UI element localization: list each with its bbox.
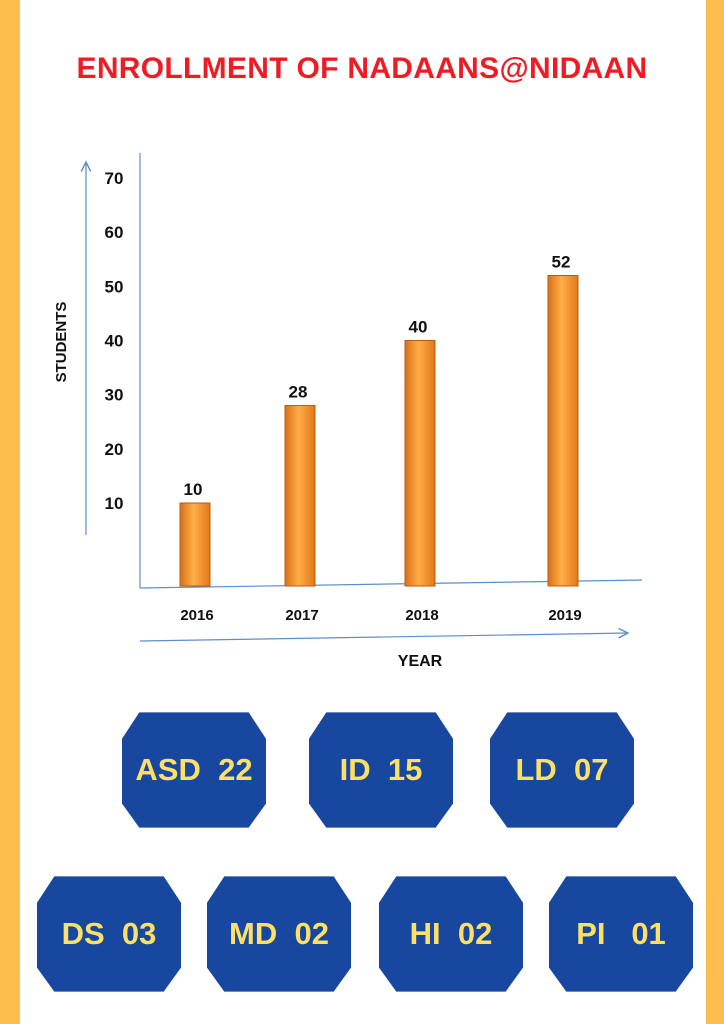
data-label: 40 xyxy=(409,318,428,337)
bar xyxy=(404,340,436,587)
x-tick-label: 2018 xyxy=(405,607,438,624)
badge-ld: LD 07 xyxy=(490,712,634,828)
x-axis-title: YEAR xyxy=(398,653,443,670)
bar xyxy=(284,405,316,587)
bar xyxy=(547,275,579,587)
bar xyxy=(179,502,211,587)
x-tick-label: 2017 xyxy=(285,607,318,624)
badge-md-label: MD 02 xyxy=(229,916,329,951)
badge-pi: PI 01 xyxy=(549,876,693,992)
badge-hi-label: HI 02 xyxy=(409,916,493,951)
badge-ld-label: LD 07 xyxy=(515,752,609,787)
data-label: 10 xyxy=(184,480,203,499)
badge-ds-label: DS 03 xyxy=(61,916,157,951)
y-tick-label: 30 xyxy=(105,386,124,405)
x-axis-arrow xyxy=(139,633,628,642)
y-tick-label: 60 xyxy=(105,223,124,242)
y-tick-label: 10 xyxy=(105,494,124,513)
right-border xyxy=(706,0,724,1024)
bar-chart: 70 60 50 40 30 20 10 10 2016 28 2017 40 2018 52 2019 YE… xyxy=(53,153,643,670)
y-tick-label: 20 xyxy=(105,440,124,459)
badge-hi: HI 02 xyxy=(379,876,523,992)
page-title: ENROLLMENT OF NADAANS@NIDAAN xyxy=(76,52,648,85)
x-tick-label: 2016 xyxy=(180,607,213,624)
y-tick-label: 40 xyxy=(105,332,124,351)
y-axis-title: STUDENTS xyxy=(53,302,70,383)
y-tick-label: 70 xyxy=(105,169,124,188)
badge-ds: DS 03 xyxy=(37,876,181,992)
y-tick-label: 50 xyxy=(105,277,124,296)
data-label: 52 xyxy=(552,253,571,272)
badge-md: MD 02 xyxy=(207,876,351,992)
badge-id: ID 15 xyxy=(309,712,453,828)
badge-asd: ASD 22 xyxy=(122,712,266,828)
data-label: 28 xyxy=(289,383,308,402)
badge-id-label: ID 15 xyxy=(339,752,423,787)
badge-pi-label: PI 01 xyxy=(576,916,666,951)
x-tick-label: 2019 xyxy=(548,607,581,624)
badge-asd-label: ASD 22 xyxy=(135,752,253,787)
left-border xyxy=(0,0,20,1024)
